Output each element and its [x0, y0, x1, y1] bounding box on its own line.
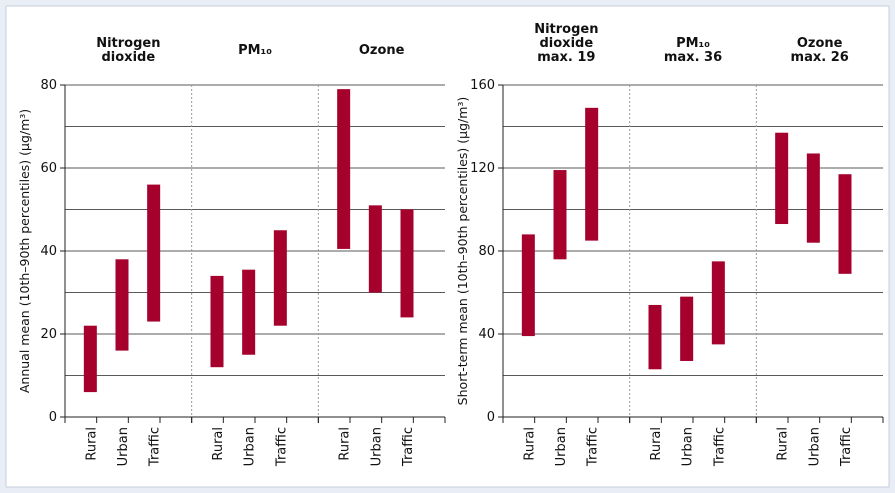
range-bar: [368, 205, 382, 293]
x-tick-label: Rural: [338, 427, 353, 461]
y-tick-label: 40: [40, 244, 57, 259]
range-bar: [242, 269, 256, 355]
x-tick-label: Traffic: [586, 427, 601, 467]
group-label: max. 26: [791, 50, 849, 65]
y-axis-label: Annual mean (10th–90th percentiles) (µg/…: [17, 109, 32, 393]
range-bar: [521, 234, 535, 337]
y-tick-label: 80: [40, 78, 57, 93]
x-tick-label: Rural: [522, 427, 537, 461]
range-bar: [210, 275, 224, 368]
y-tick-label: 120: [470, 161, 495, 176]
y-tick-label: 80: [478, 244, 495, 259]
x-tick-label: Urban: [554, 427, 569, 466]
x-tick-label: Rural: [84, 427, 99, 461]
group-label: max. 19: [537, 50, 595, 65]
x-tick-label: Traffic: [148, 427, 163, 467]
x-tick-label: Rural: [649, 427, 664, 461]
range-bar: [273, 230, 287, 326]
group-label: Nitrogen: [96, 36, 160, 51]
group-label: dioxide: [539, 36, 593, 51]
range-bar: [648, 304, 662, 370]
group-label: Nitrogen: [534, 22, 598, 37]
y-tick-label: 0: [487, 410, 495, 425]
group-label: Ozone: [359, 43, 405, 58]
range-bar: [806, 153, 820, 243]
range-bar: [337, 89, 351, 249]
range-bar: [115, 259, 129, 351]
range-bar: [553, 170, 567, 260]
range-bar: [400, 209, 414, 318]
range-bar: [147, 184, 161, 322]
group-label: dioxide: [101, 50, 155, 65]
x-tick-label: Rural: [776, 427, 791, 461]
y-tick-label: 160: [470, 78, 495, 93]
range-bar: [711, 261, 725, 345]
x-tick-label: Urban: [116, 427, 131, 466]
group-label: max. 36: [664, 50, 722, 65]
group-label: PM₁₀: [676, 36, 710, 51]
group-label: Ozone: [797, 36, 843, 51]
x-tick-label: Urban: [369, 427, 384, 466]
x-tick-label: Traffic: [401, 427, 416, 467]
y-tick-label: 0: [49, 410, 57, 425]
range-bar: [585, 107, 599, 241]
x-tick-label: Traffic: [274, 427, 289, 467]
range-bar: [83, 325, 97, 393]
y-axis-label: Short-term mean (10th–90th percentiles) …: [455, 97, 470, 406]
x-tick-label: Traffic: [712, 427, 727, 467]
x-tick-label: Traffic: [839, 427, 854, 467]
x-tick-label: Urban: [243, 427, 258, 466]
y-tick-label: 40: [478, 327, 495, 342]
range-bar: [838, 174, 852, 274]
y-tick-label: 60: [40, 161, 57, 176]
range-bar: [775, 132, 789, 225]
range-bar: [680, 296, 694, 361]
x-tick-label: Urban: [681, 427, 696, 466]
x-tick-label: Rural: [211, 427, 226, 461]
x-tick-label: Urban: [807, 427, 822, 466]
group-label: PM₁₀: [238, 43, 272, 58]
y-tick-label: 20: [40, 327, 57, 342]
